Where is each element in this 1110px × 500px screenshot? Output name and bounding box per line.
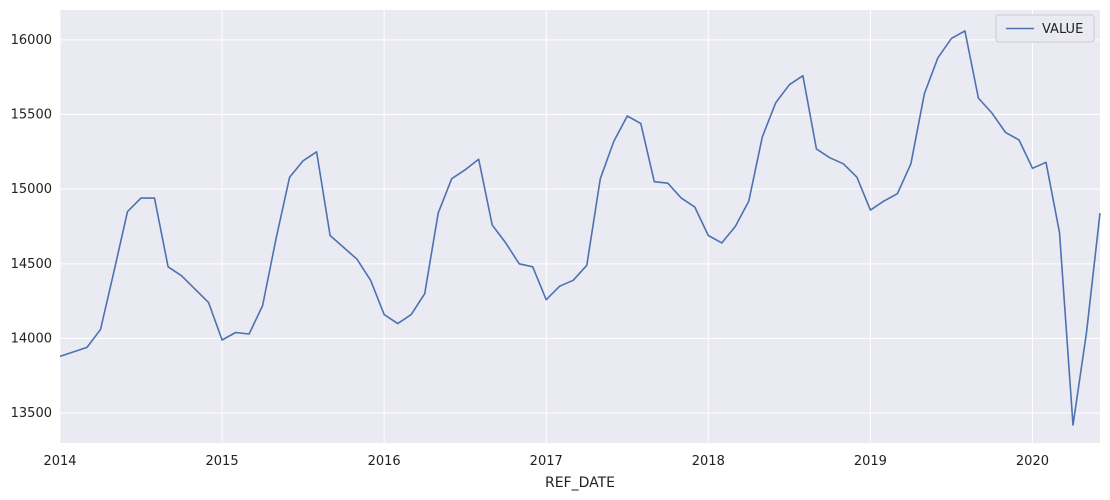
y-axis-ticks: 13500 14000 14500 15000 15500 16000	[11, 33, 52, 421]
legend-box	[995, 14, 1095, 43]
y-tick-label: 14000	[11, 331, 52, 346]
y-tick-label: 14500	[11, 257, 52, 272]
legend-label-value: VALUE	[1042, 22, 1083, 37]
x-tick-label: 2019	[854, 454, 887, 469]
y-tick-label: 16000	[11, 33, 52, 48]
x-axis-label: REF_DATE	[545, 475, 615, 491]
x-axis-ticks: 2014 2015 2016 2017 2018 2019 2020	[43, 454, 1049, 469]
legend: VALUE	[995, 14, 1095, 43]
series-line-value	[59, 30, 1101, 426]
y-tick-label: 15500	[11, 108, 52, 123]
plot-background	[60, 10, 1100, 443]
y-tick-label: 15000	[11, 182, 52, 197]
x-tick-label: 2018	[692, 454, 725, 469]
x-tick-label: 2014	[43, 454, 76, 469]
x-tick-label: 2017	[530, 454, 563, 469]
x-tick-label: 2020	[1016, 454, 1049, 469]
x-tick-label: 2016	[368, 454, 401, 469]
x-tick-label: 2015	[206, 454, 239, 469]
grid	[59, 10, 1100, 443]
y-tick-label: 13500	[11, 406, 52, 421]
